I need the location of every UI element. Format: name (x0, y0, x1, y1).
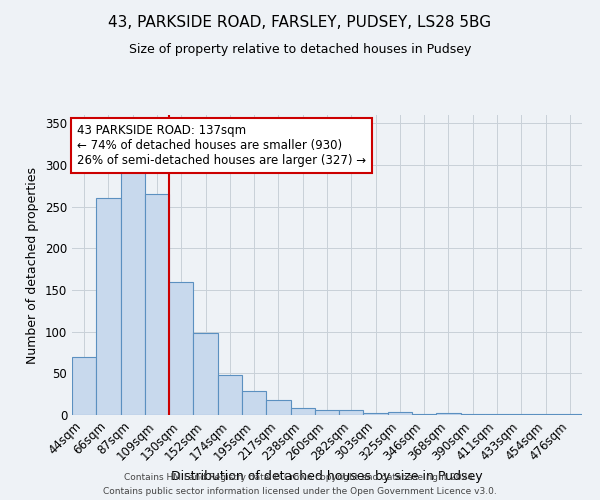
Bar (145, 194, 169, 415)
Text: 43 PARKSIDE ROAD: 137sqm
← 74% of detached houses are smaller (930)
26% of semi-: 43 PARKSIDE ROAD: 137sqm ← 74% of detach… (77, 124, 366, 167)
Bar (436, 414, 461, 415)
Bar (509, 414, 533, 415)
Bar (461, 414, 485, 415)
Bar (412, 414, 436, 415)
Bar (121, 172, 145, 415)
Bar (72, 356, 96, 415)
X-axis label: Distribution of detached houses by size in Pudsey: Distribution of detached houses by size … (171, 470, 483, 482)
Bar (218, 375, 242, 415)
Bar (169, 282, 193, 415)
Bar (266, 400, 290, 415)
Bar (315, 410, 339, 415)
Text: Contains public sector information licensed under the Open Government Licence v3: Contains public sector information licen… (103, 486, 497, 496)
Bar (388, 412, 412, 415)
Bar (558, 414, 582, 415)
Bar (485, 414, 509, 415)
Bar (193, 334, 218, 415)
Text: Contains HM Land Registry data © Crown copyright and database right 2024.: Contains HM Land Registry data © Crown c… (124, 473, 476, 482)
Text: 43, PARKSIDE ROAD, FARSLEY, PUDSEY, LS28 5BG: 43, PARKSIDE ROAD, FARSLEY, PUDSEY, LS28… (109, 15, 491, 30)
Y-axis label: Number of detached properties: Number of detached properties (26, 166, 40, 364)
Bar (364, 414, 388, 415)
Bar (339, 410, 364, 415)
Bar (290, 408, 315, 415)
Text: Size of property relative to detached houses in Pudsey: Size of property relative to detached ho… (129, 42, 471, 56)
Bar (533, 414, 558, 415)
Bar (96, 198, 121, 415)
Bar (242, 391, 266, 415)
